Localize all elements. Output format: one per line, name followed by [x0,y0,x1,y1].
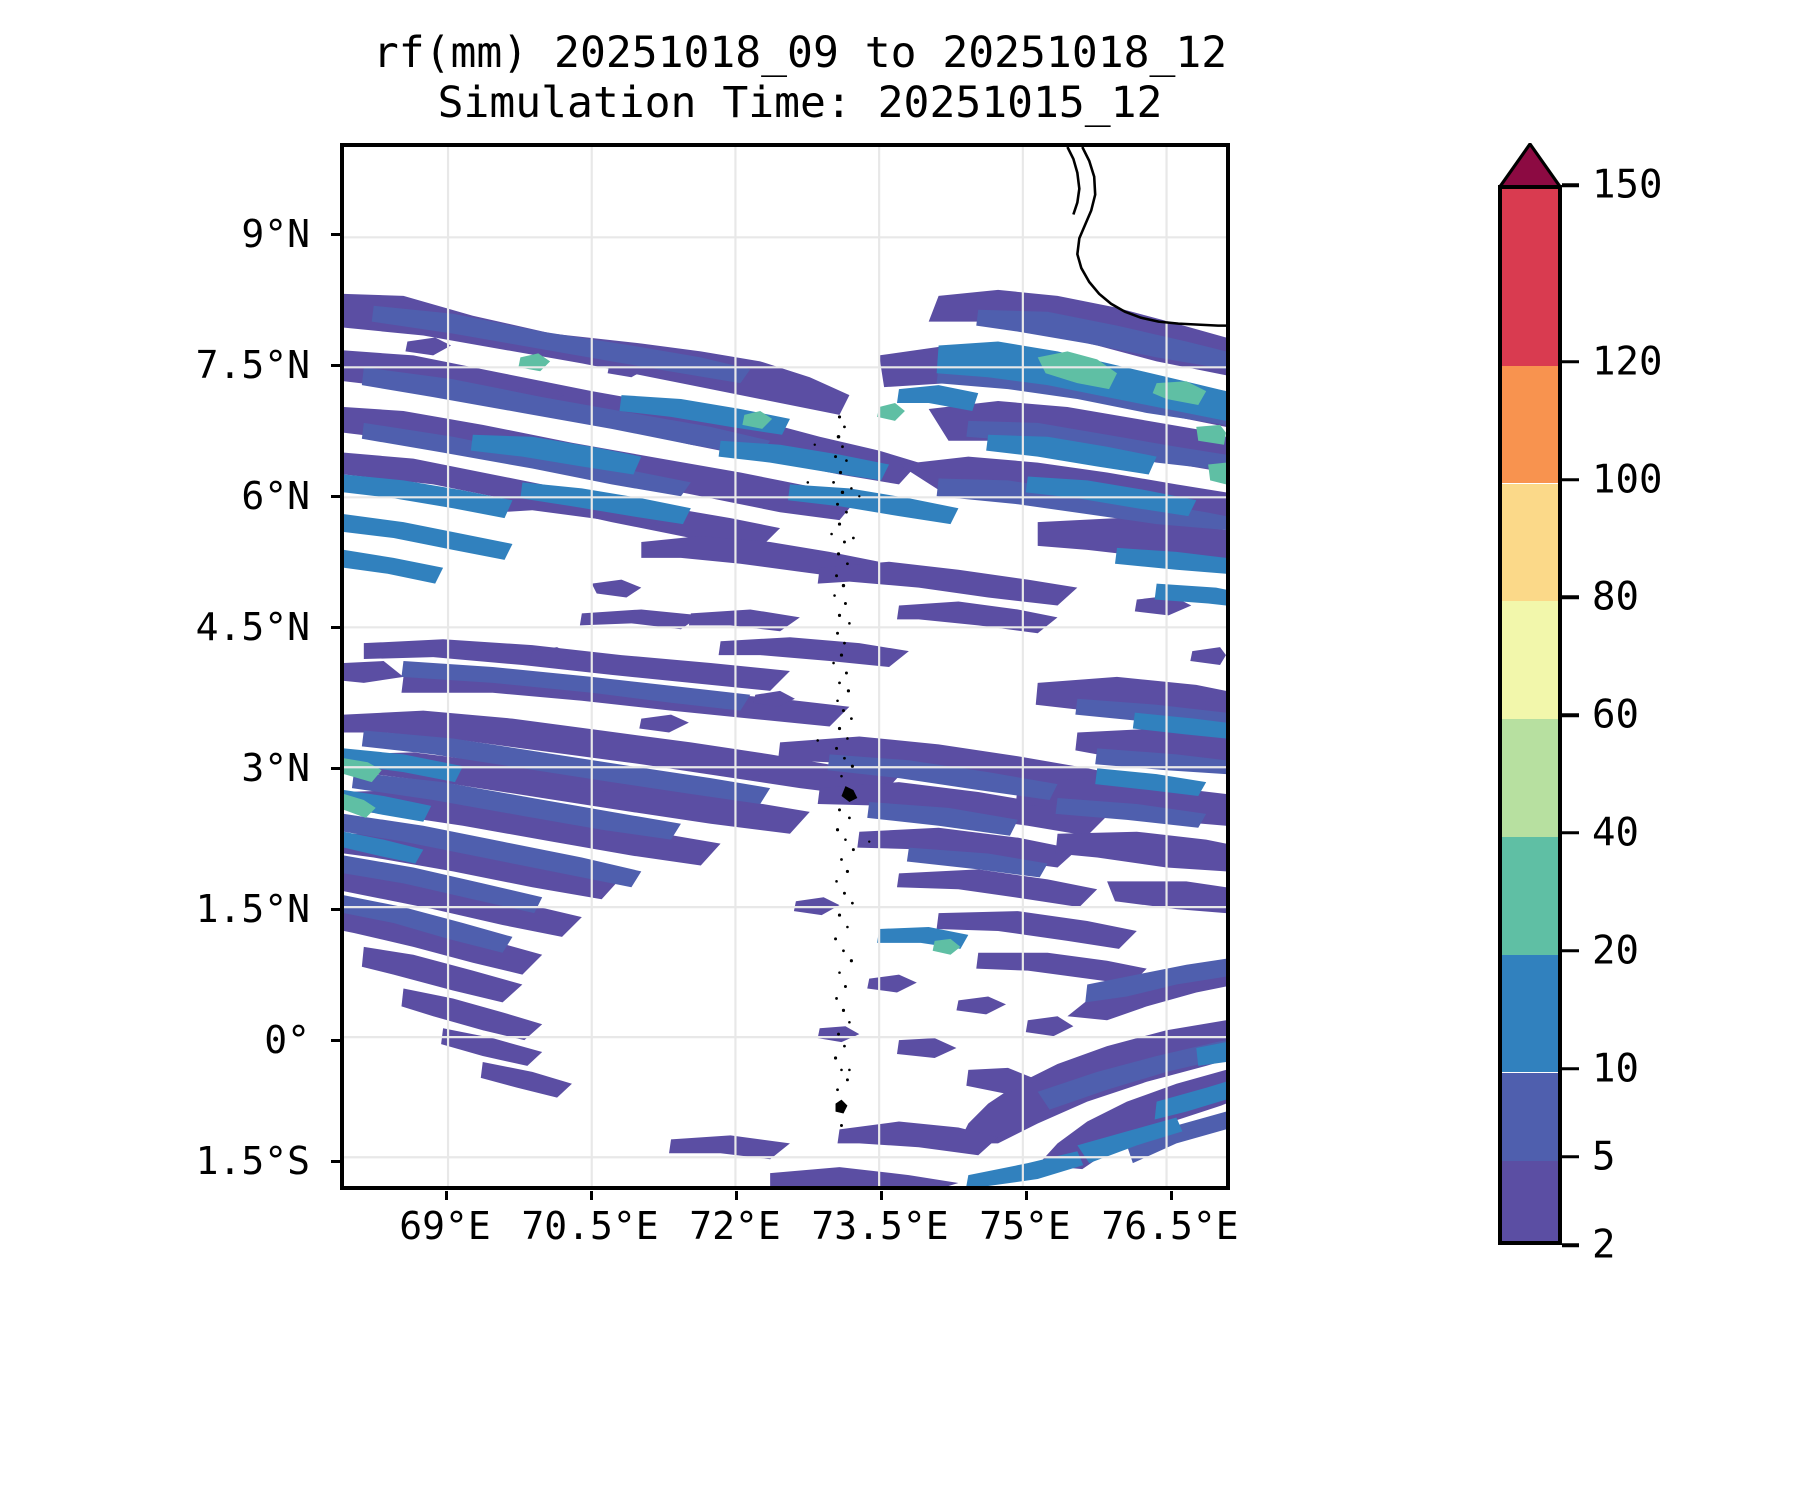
colorbar-label-60: 60 [1592,692,1639,738]
y-tick-label-6N: 6°N [241,474,310,518]
y-axis-tick-labels: 9°N 7.5°N 6°N 4.5°N 3°N 1.5°N 0° 1.5°S [0,143,322,1190]
colorbar-tickmark-5 [1562,1155,1579,1159]
x-axis-tick-labels: 69°E 70.5°E 72°E 73.5°E 75°E 76.5°E [340,1196,1238,1266]
map-canvas [344,147,1226,1186]
y-tick-label-1p5S: 1.5°S [195,1139,310,1183]
figure-title: rf(mm) 20251018_09 to 20251018_12 Simula… [60,28,1540,129]
colorbar-tick-labels: 150 120 100 80 60 40 20 10 5 2 [1562,163,1762,1268]
x-tick-label-75E: 75°E [979,1204,1071,1248]
x-tick-label-73p5E: 73.5°E [811,1204,949,1248]
rainfall-contour-plot [344,147,1226,1186]
colorbar-segment-120-150 [1502,189,1558,366]
colorbar-label-2: 2 [1592,1222,1616,1268]
colorbar-segment-80-100 [1502,483,1558,602]
island-chain-dots [806,415,871,1127]
x-tickmark-72E [735,1191,738,1200]
y-tickmark-1p5N [331,908,340,911]
colorbar-label-120: 120 [1592,339,1663,385]
x-tickmark-69E [445,1191,448,1200]
x-tick-label-69E: 69°E [399,1204,491,1248]
map-axes[interactable] [340,143,1230,1190]
colorbar-label-20: 20 [1592,928,1639,974]
colorbar-tickmark-20 [1562,948,1579,953]
colorbar-segment-10-20 [1502,954,1558,1073]
colorbar-tickmark-150 [1562,183,1579,187]
colorbar-label-5: 5 [1592,1134,1616,1180]
y-tickmark-9N [331,233,340,236]
y-tick-label-3N: 3°N [241,746,310,790]
x-tickmark-75E [1025,1191,1028,1200]
colorbar-tickmark-40 [1562,831,1579,835]
colorbar-tickmark-80 [1562,595,1579,600]
y-tickmark-6N [331,495,340,498]
x-tickmark-73p5E [880,1191,883,1200]
colorbar-tickmark-60 [1562,713,1579,717]
colorbar[interactable]: 150 120 100 80 60 40 20 10 5 2 [1498,143,1768,1268]
x-tickmark-76p5E [1170,1191,1173,1200]
colorbar-segment-2-5 [1502,1160,1558,1241]
y-tick-label-0: 0° [264,1018,310,1062]
x-tick-label-70p5E: 70.5°E [521,1204,659,1248]
title-line-simulation-time: Simulation Time: 20251015_12 [437,78,1163,129]
x-tick-label-72E: 72°E [689,1204,781,1248]
y-tick-label-1p5N: 1.5°N [195,887,310,931]
colorbar-extend-arrow-max [1498,143,1562,189]
colorbar-segment-5-10 [1502,1072,1558,1161]
y-tickmark-0 [331,1039,340,1042]
colorbar-tickmark-10 [1562,1066,1579,1071]
colorbar-tickmark-120 [1562,359,1579,364]
colorbar-tickmark-2 [1562,1243,1579,1247]
colorbar-segment-40-60 [1502,719,1558,837]
title-line-primary: rf(mm) 20251018_09 to 20251018_12 [372,28,1228,78]
y-tick-label-9N: 9°N [241,212,310,256]
colorbar-segment-100-120 [1502,365,1558,484]
coastline-india-west [1066,147,1226,327]
y-tickmark-3N [331,767,340,770]
map-gridlines [344,147,1226,1186]
colorbar-label-80: 80 [1592,574,1639,620]
x-tick-label-76p5E: 76.5°E [1101,1204,1239,1248]
y-tickmark-1p5S [331,1160,340,1163]
y-tick-label-7p5N: 7.5°N [195,343,310,387]
colorbar-label-40: 40 [1592,810,1639,856]
y-tickmark-7p5N [331,364,340,367]
y-tickmark-4p5N [331,626,340,629]
colorbar-label-100: 100 [1592,457,1663,502]
colorbar-tickmark-100 [1562,477,1579,482]
colorbar-segment-60-80 [1502,601,1558,720]
colorbar-gradient [1498,185,1562,1245]
colorbar-segment-20-40 [1502,836,1558,955]
x-tickmark-70p5E [590,1191,593,1200]
colorbar-label-150: 150 [1592,162,1663,208]
colorbar-label-10: 10 [1592,1046,1639,1091]
y-tick-label-4p5N: 4.5°N [195,605,310,649]
